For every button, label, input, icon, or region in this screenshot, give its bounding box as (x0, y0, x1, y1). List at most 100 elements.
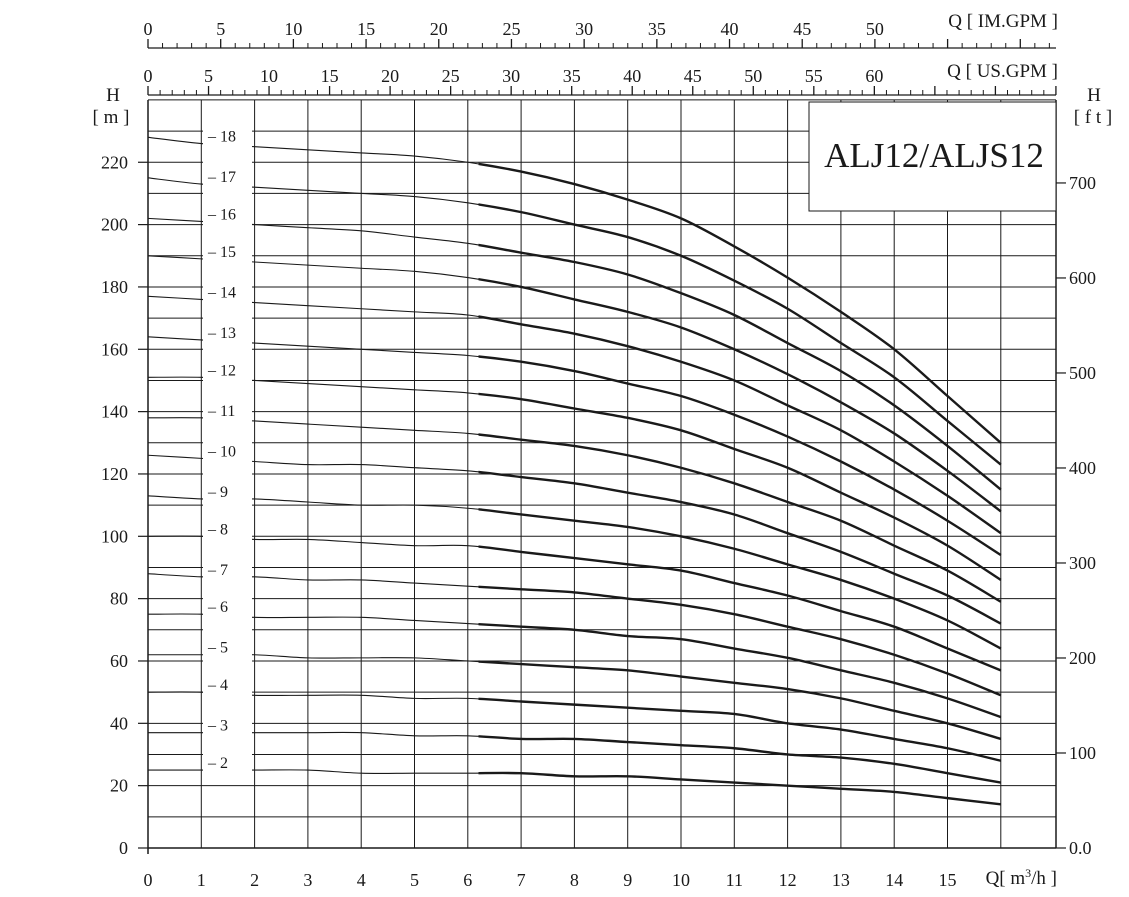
curve-stage-14-operating (478, 315, 1002, 535)
curve-stage-5-operating (478, 660, 1002, 741)
curve-stage-4-operating (478, 697, 1002, 762)
series-label-15: – 15 (207, 244, 236, 261)
us-gpm-tick-label: 30 (502, 66, 520, 86)
im-gpm-axis-label: Q [ IM.GPM ] (948, 11, 1058, 32)
series-label-8: – 8 (207, 521, 228, 538)
curve-stage-13-operating (478, 355, 1002, 557)
series-label-4: – 4 (207, 677, 228, 694)
series-label-7: – 7 (207, 562, 228, 579)
x-tick-label: 5 (410, 870, 419, 890)
us-gpm-tick-label: 0 (144, 66, 153, 86)
x-tick-label: 6 (463, 870, 472, 890)
left-axis-unit: [ m ] (93, 107, 130, 128)
im-gpm-tick-label: 10 (284, 19, 302, 39)
chart-title: ALJ12/ALJS12 (824, 136, 1044, 175)
im-gpm-tick-label: 0 (144, 19, 153, 39)
y-tick-label-left: 60 (110, 651, 128, 671)
curve-stage-9-operating (478, 508, 1002, 650)
series-label-2: – 2 (207, 755, 228, 772)
x-tick-label: 10 (672, 870, 690, 890)
y-tick-label-right: 300 (1069, 553, 1096, 573)
series-label-5: – 5 (207, 640, 228, 657)
y-tick-label-left: 20 (110, 776, 128, 796)
x-tick-label: 9 (623, 870, 632, 890)
series-label-9: – 9 (207, 484, 228, 501)
x-tick-label: 4 (357, 870, 366, 890)
curve-stage-8-operating (478, 545, 1002, 672)
curve-stage-11-operating (478, 433, 1002, 603)
x-tick-label: 8 (570, 870, 579, 890)
im-gpm-tick-label: 30 (575, 19, 593, 39)
curve-stage-3-operating (478, 735, 1002, 784)
curve-stage-7-operating (478, 585, 1002, 697)
right-axis-symbol: H (1087, 85, 1101, 106)
right-axis-unit: [ f t ] (1074, 107, 1113, 128)
series-label-13: – 13 (207, 325, 236, 342)
y-tick-label-left: 120 (101, 464, 128, 484)
x-tick-label: 1 (197, 870, 206, 890)
y-tick-label-left: 100 (101, 526, 128, 546)
im-gpm-tick-label: 20 (430, 19, 448, 39)
label-column (203, 120, 252, 780)
us-gpm-axis-label: Q [ US.GPM ] (947, 61, 1058, 82)
us-gpm-tick-label: 20 (381, 66, 399, 86)
im-gpm-tick-label: 25 (502, 19, 520, 39)
y-tick-label-right: 600 (1069, 268, 1096, 288)
grid (147, 99, 1056, 849)
us-gpm-tick-label: 10 (260, 66, 278, 86)
us-gpm-tick-label: 25 (442, 66, 460, 86)
x-tick-label: 15 (939, 870, 957, 890)
y-tick-label-left: 200 (101, 215, 128, 235)
us-gpm-tick-label: 35 (563, 66, 581, 86)
axes: 0204060801001201401601802002200.01002003… (101, 19, 1096, 890)
series-label-17: – 17 (207, 169, 236, 186)
im-gpm-tick-label: 15 (357, 19, 375, 39)
x-tick-label: 2 (250, 870, 259, 890)
curve-stage-18-operating (478, 162, 1002, 444)
series-label-6: – 6 (207, 599, 228, 616)
x-tick-label: 13 (832, 870, 850, 890)
y-tick-label-left: 160 (101, 339, 128, 359)
y-tick-label-right: 400 (1069, 458, 1096, 478)
us-gpm-tick-label: 5 (204, 66, 213, 86)
im-gpm-tick-label: 5 (216, 19, 225, 39)
us-gpm-tick-label: 55 (805, 66, 823, 86)
x-tick-label: 3 (303, 870, 312, 890)
us-gpm-tick-label: 40 (623, 66, 641, 86)
x-tick-label: 12 (779, 870, 797, 890)
x-tick-label: 14 (885, 870, 903, 890)
curve-stage-16-operating (478, 243, 1002, 491)
curves (147, 136, 1002, 806)
y-tick-label-right: 0.0 (1069, 838, 1092, 858)
y-tick-label-left: 0 (119, 838, 128, 858)
curve-stage-6-operating (478, 622, 1002, 719)
y-tick-label-right: 500 (1069, 363, 1096, 383)
im-gpm-tick-label: 35 (648, 19, 666, 39)
series-label-14: – 14 (207, 284, 236, 301)
im-gpm-tick-label: 40 (721, 19, 739, 39)
left-axis-symbol: H (106, 85, 120, 106)
model-title-box: ALJ12/ALJS12 (808, 101, 1057, 212)
us-gpm-tick-label: 60 (865, 66, 883, 86)
y-tick-label-right: 700 (1069, 173, 1096, 193)
x-tick-label: 11 (726, 870, 743, 890)
curve-stage-15-operating (478, 278, 1002, 513)
im-gpm-tick-label: 50 (866, 19, 884, 39)
series-label-11: – 11 (207, 403, 235, 420)
y-tick-label-right: 200 (1069, 648, 1096, 668)
series-label-10: – 10 (207, 443, 236, 460)
y-tick-label-left: 220 (101, 152, 128, 172)
series-label-3: – 3 (207, 718, 228, 735)
x-axis-label: Q[ m3/h ] (986, 866, 1057, 889)
y-tick-label-right: 100 (1069, 743, 1096, 763)
y-tick-label-left: 140 (101, 402, 128, 422)
series-label-12: – 12 (207, 362, 236, 379)
im-gpm-tick-label: 45 (793, 19, 811, 39)
y-tick-label-left: 40 (110, 713, 128, 733)
x-tick-label: 7 (517, 870, 526, 890)
curve-stage-10-operating (478, 470, 1002, 625)
series-label-16: – 16 (207, 206, 236, 223)
curve-stage-2-operating (478, 771, 1001, 806)
